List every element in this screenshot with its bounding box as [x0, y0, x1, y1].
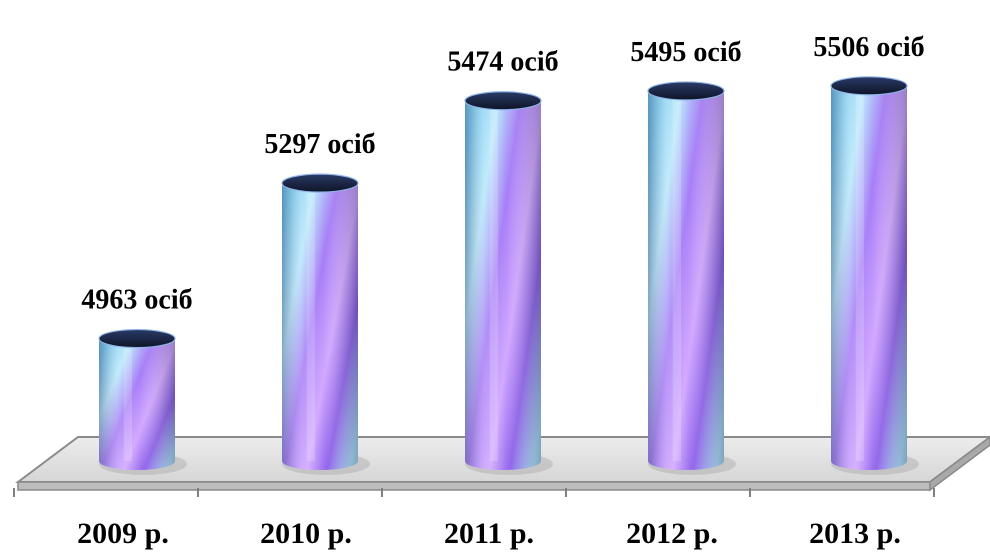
bar-highlight	[489, 104, 499, 461]
bar-series	[98, 76, 919, 475]
bar-highlight	[123, 342, 133, 461]
x-axis-ticks	[13, 488, 935, 497]
bar-highlight	[306, 187, 316, 461]
bar-shading	[99, 338, 175, 470]
bar-top-cap	[647, 81, 725, 101]
data-label: 5297 осіб	[264, 129, 375, 160]
bar-top-cap	[464, 91, 542, 111]
bar-highlight	[855, 89, 865, 462]
bar	[98, 328, 187, 475]
bar-top-cap	[830, 76, 908, 96]
bar-top-cap	[98, 328, 176, 349]
x-tick-label: 2013 р.	[809, 517, 901, 550]
bar	[647, 81, 736, 475]
floor-side-edge	[929, 436, 990, 492]
bar-shading	[282, 183, 358, 470]
x-tick-label: 2011 р.	[444, 517, 534, 550]
x-tick-label: 2010 р.	[260, 517, 352, 550]
bar	[464, 91, 553, 475]
bar-top-cap	[281, 173, 359, 193]
bar	[281, 173, 370, 475]
bar	[830, 76, 919, 475]
data-label: 5506 осіб	[813, 32, 924, 63]
data-label: 5495 осіб	[630, 37, 741, 68]
bar-shading	[831, 85, 907, 471]
x-axis-tick-labels: 2009 р. 2010 р. 2011 р. 2012 р. 2013 р.	[77, 517, 901, 550]
bar-highlight	[672, 94, 682, 462]
x-tick-label: 2009 р.	[77, 517, 169, 550]
floor-front-edge	[17, 481, 931, 491]
bar-shading	[465, 100, 541, 470]
data-label: 5474 осіб	[447, 47, 558, 78]
data-label: 4963 осіб	[81, 285, 192, 316]
bar-shading	[648, 90, 724, 471]
x-tick-label: 2012 р.	[626, 517, 718, 550]
data-labels: 4963 осіб 5297 осіб 5474 осіб 5495 осіб 5506…	[81, 32, 924, 316]
